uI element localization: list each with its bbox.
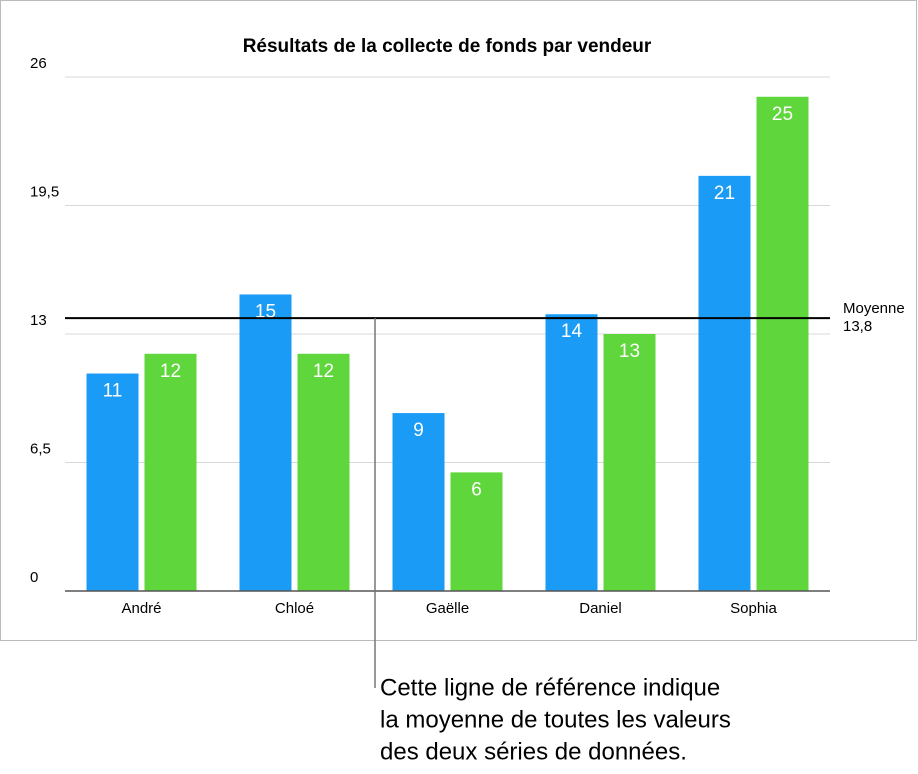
value-label: 6 xyxy=(471,479,482,500)
x-tick-label: Sophia xyxy=(730,600,777,617)
bar xyxy=(144,353,197,591)
chart-frame xyxy=(0,0,917,641)
annotation-line: Cette ligne de référence indique xyxy=(380,674,720,701)
bar xyxy=(756,96,809,592)
reference-label: Moyenne xyxy=(843,300,905,317)
value-label: 11 xyxy=(103,381,123,402)
bar xyxy=(450,472,503,591)
y-tick-label: 19,5 xyxy=(30,183,59,200)
value-label: 15 xyxy=(255,301,276,322)
bar xyxy=(297,353,350,591)
value-label: 12 xyxy=(160,361,181,382)
value-label: 14 xyxy=(561,321,583,342)
bar xyxy=(392,413,445,591)
x-tick-label: Daniel xyxy=(579,600,622,617)
value-label: 12 xyxy=(313,361,334,382)
bar xyxy=(698,175,751,591)
reference-value: 13,8 xyxy=(843,318,872,335)
x-tick-label: Chloé xyxy=(275,600,314,617)
value-label: 9 xyxy=(413,420,424,441)
y-tick-label: 13 xyxy=(30,312,47,329)
y-tick-label: 6,5 xyxy=(30,440,51,457)
annotation-line: des deux séries de données. xyxy=(380,738,687,765)
bar xyxy=(545,314,598,591)
bar xyxy=(86,373,139,591)
value-label: 25 xyxy=(772,104,793,125)
x-tick-label: André xyxy=(121,600,161,617)
x-tick-label: Gaëlle xyxy=(426,600,469,617)
bar xyxy=(239,294,292,591)
y-tick-label: 26 xyxy=(30,55,47,72)
annotation-line: la moyenne de toutes les valeurs xyxy=(380,706,731,733)
value-label: 21 xyxy=(714,183,735,204)
value-label: 13 xyxy=(619,341,640,362)
y-tick-label: 0 xyxy=(30,569,38,586)
chart-title: Résultats de la collecte de fonds par ve… xyxy=(243,36,652,57)
bar xyxy=(603,334,656,591)
